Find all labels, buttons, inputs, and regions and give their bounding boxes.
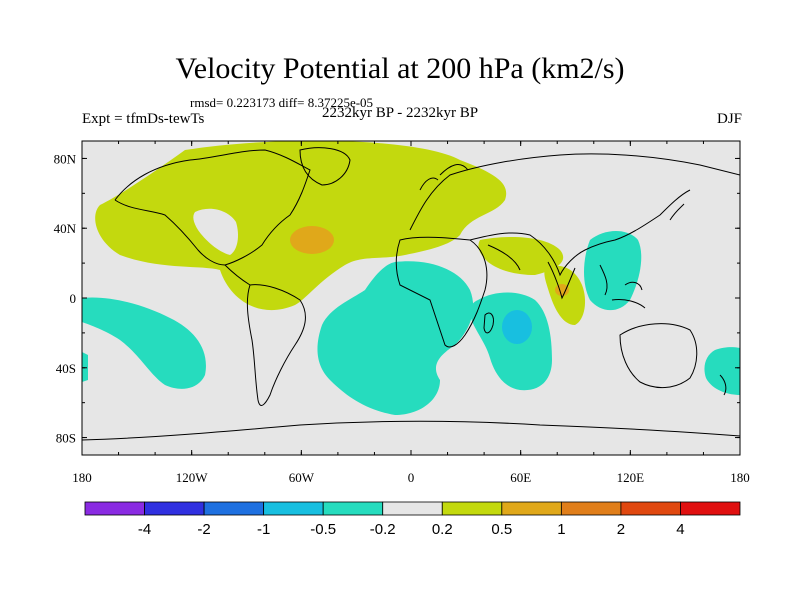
season-label: DJF (716, 111, 742, 127)
colorbar-swatch (263, 501, 324, 516)
x-tick-label: 180 (730, 470, 750, 485)
colorbar-label: 1 (557, 521, 565, 538)
y-tick-label: 0 (70, 291, 77, 306)
y-tick-label: 40S (56, 361, 76, 376)
negative-anomaly-region (704, 347, 740, 395)
negative-strong-region (502, 310, 532, 344)
colorbar-label: 2 (617, 521, 625, 538)
colorbar-swatch (560, 501, 622, 516)
x-tick-label: 120W (176, 470, 209, 485)
y-tick-label: 80S (56, 431, 76, 446)
y-tick-label: 80N (54, 151, 77, 166)
negative-anomaly-region (584, 231, 642, 311)
positive-strong-region (290, 226, 334, 254)
chart-title: Velocity Potential at 200 hPa (km2/s) (175, 52, 625, 85)
x-tick-label: 0 (408, 470, 415, 485)
x-tick-label: 60E (510, 470, 531, 485)
colorbar-swatch (322, 501, 384, 516)
colorbar-label: 0.5 (491, 521, 512, 538)
colorbar-label: -2 (197, 521, 210, 538)
y-axis: 80N 40N 0 40S 80S (54, 151, 740, 446)
stats-label: rmsd= 0.223173 diff= 8.37225e-05 (190, 95, 374, 110)
colorbar-swatch (144, 501, 205, 516)
x-axis: 180 120W 60W 0 60E 120E 180 (72, 141, 750, 485)
positive-anomaly-region (478, 237, 564, 275)
colorbar-swatch (441, 501, 503, 516)
negative-anomaly-region (82, 297, 206, 389)
negative-anomaly-region (82, 352, 88, 382)
positive-anomaly-region (95, 141, 507, 310)
subtitle: 2232kyr BP - 2232kyr BP (322, 105, 479, 121)
x-tick-label: 60W (289, 470, 315, 485)
x-tick-label: 120E (617, 470, 645, 485)
colorbar-label: -0.2 (370, 521, 396, 538)
experiment-label: Expt = tfmDs-tewTs (82, 111, 205, 127)
negative-anomaly-region (317, 261, 474, 415)
colorbar-swatch (382, 501, 443, 516)
colorbar-label: -4 (138, 521, 151, 538)
coastlines (82, 147, 740, 441)
colorbar-swatch (501, 501, 562, 516)
colorbar: -4 -2 -1 -0.5 -0.2 0.2 0.5 1 2 4 (84, 501, 741, 538)
colorbar-swatch (620, 501, 681, 516)
positive-strong-region (555, 284, 569, 296)
x-tick-label: 180 (72, 470, 92, 485)
y-tick-label: 40N (54, 221, 77, 236)
colorbar-label: 4 (676, 521, 684, 538)
colorbar-swatch (84, 501, 145, 516)
colorbar-swatch (680, 501, 741, 516)
colorbar-label: -0.5 (310, 521, 336, 538)
colorbar-label: 0.2 (432, 521, 453, 538)
colorbar-label: -1 (257, 521, 270, 538)
neutral-region (193, 208, 238, 255)
colorbar-swatch (203, 501, 265, 516)
